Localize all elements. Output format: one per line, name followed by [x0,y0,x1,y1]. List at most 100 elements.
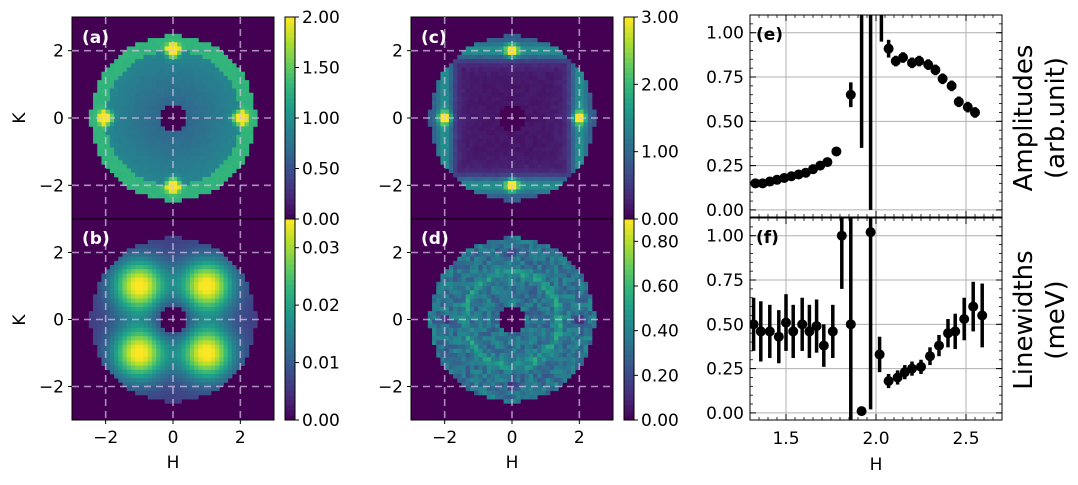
heatmap-cell [541,46,547,52]
heatmap-cell [587,294,593,299]
heatmap-cell [436,134,441,140]
heatmap-cell [93,92,98,98]
heatmap-cell [465,151,471,157]
heatmap-cell [537,361,542,366]
heatmap-cell [520,172,526,178]
heatmap-cell [177,50,182,56]
heatmap-cell [160,105,165,110]
heatmap-cell [495,327,500,333]
heatmap-cell [189,378,195,383]
heatmap-cell [240,122,245,127]
heatmap-cell [469,327,475,333]
heatmap-cell [549,80,555,85]
heatmap-cell [516,54,521,60]
heatmap-cell [194,139,199,144]
heatmap-cell [114,130,119,136]
heatmap-cell [528,71,534,77]
heatmap-cell [215,348,220,354]
heatmap-cell [516,130,521,136]
heatmap-cell [570,75,576,81]
heatmap-cell [185,298,191,304]
heatmap-cell [164,96,170,102]
heatmap-cell [461,122,467,127]
heatmap-cell [202,130,208,136]
heatmap-cell [453,118,458,123]
heatmap-cell [93,105,98,110]
colorbar-tick-label: 2.00 [302,8,340,28]
heatmap-cell [210,84,216,89]
heatmap-cell [545,101,551,106]
heatmap-cell [189,336,195,341]
heatmap-cell [469,139,475,144]
colorbar-segment [624,339,634,346]
heatmap-cell [554,46,559,52]
heatmap-cell [482,306,488,312]
heatmap-cell [432,302,437,308]
heatmap-cell [206,134,212,140]
heatmap-cell [465,126,471,132]
heatmap-cell [143,323,149,329]
heatmap-cell [545,273,551,279]
heatmap-cell [215,176,220,182]
heatmap-cell [516,101,521,106]
heatmap-cell [130,256,136,262]
yticks-d: −202 [378,244,411,398]
heatmap-cell [135,353,140,358]
heatmap-cell [444,160,450,165]
heatmap-cell [554,340,559,346]
heatmap-cell [118,54,123,60]
heatmap-cell [215,118,220,123]
heatmap-cell [160,164,165,169]
heatmap-cell [168,361,174,366]
heatmap-cell [189,134,195,140]
heatmap-cell [122,286,128,291]
heatmap-cell [549,92,555,98]
heatmap-cell [122,332,128,337]
heatmap-cell [97,96,102,102]
colorbar-segment [624,239,634,245]
heatmap-cell [151,298,157,304]
heatmap-cell [143,382,149,387]
heatmap-cell [495,126,500,132]
heatmap-cell [194,67,199,73]
heatmap-cell [122,126,128,132]
heatmap-cell [215,71,220,77]
heatmap-cell [151,340,157,346]
heatmap-cell [122,302,128,308]
heatmap-cell [105,269,111,274]
heatmap-cell [198,353,203,358]
heatmap-cell [189,160,195,165]
heatmap-cell [461,265,467,270]
heatmap-cell [160,348,165,354]
heatmap-cell [130,134,136,140]
panel-c: (c) −202 [378,16,614,220]
heatmap-cell [528,96,534,102]
heatmap-cell [194,134,199,140]
heatmap-cell [151,256,157,262]
heatmap-cell [114,92,119,98]
heatmap-cell [461,298,467,304]
heatmap-cell [223,357,229,362]
heatmap-cell [469,361,475,366]
heatmap-cell [549,248,555,253]
heatmap-cell [575,113,580,119]
heatmap-cell [181,50,187,56]
heatmap-cell [185,84,191,89]
heatmap-cell [231,302,237,308]
heatmap-cell [516,294,521,299]
heatmap-cell [173,134,178,140]
heatmap-cell [554,185,559,190]
heatmap-cell [465,373,471,379]
heatmap-cell [436,327,441,333]
heatmap-cell [474,50,479,56]
heatmap-cell [482,353,488,358]
heatmap-cell [486,50,492,56]
heatmap-cell [503,189,509,195]
heatmap-cell [173,390,178,396]
heatmap-cell [189,306,195,312]
heatmap-cell [168,80,174,85]
heatmap-cell [541,84,547,89]
heatmap-cell [130,71,136,77]
heatmap-cell [545,75,551,81]
heatmap-cell [156,109,161,115]
